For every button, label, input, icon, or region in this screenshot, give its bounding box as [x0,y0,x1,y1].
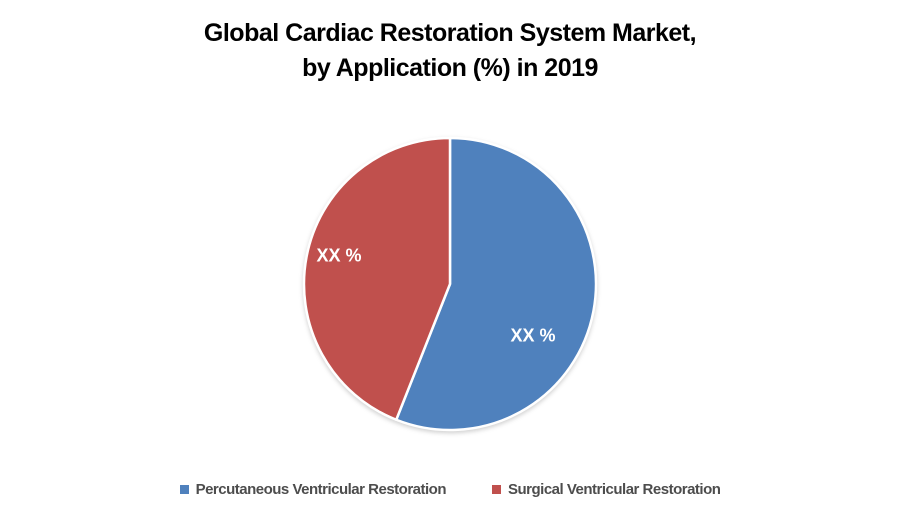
legend-item-percutaneous: Percutaneous Ventricular Restoration [179,481,447,498]
pie-chart-svg [302,136,598,432]
legend-square-icon [179,485,189,494]
pie-chart [300,134,600,434]
chart-title: Global Cardiac Restoration System Market… [0,16,900,86]
legend: Percutaneous Ventricular Restoration Sur… [0,481,900,498]
chart-title-line1: Global Cardiac Restoration System Market… [203,19,697,47]
legend-item-surgical: Surgical Ventricular Restoration [492,481,721,498]
pie-slice-0 [395,136,598,432]
pie-data-label-surgical: XX % [316,245,362,266]
chart-title-line2: by Application (%) in 2019 [302,54,598,82]
legend-label-surgical: Surgical Ventricular Restoration [508,481,721,498]
pie-slice-1 [302,136,452,421]
pie-data-label-percutaneous: XX % [510,325,556,346]
legend-label-percutaneous: Percutaneous Ventricular Restoration [195,481,447,498]
legend-square-icon [492,485,501,494]
